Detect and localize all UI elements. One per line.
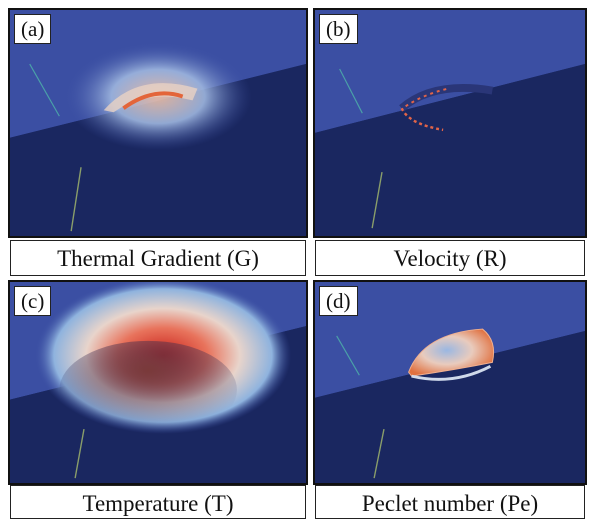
panel-c-image bbox=[10, 282, 306, 483]
panel-b-caption: Velocity (R) bbox=[315, 240, 585, 276]
panel-a-thermal-gradient: (a) bbox=[8, 8, 308, 238]
panel-a-caption: Thermal Gradient (G) bbox=[10, 240, 306, 276]
panel-a-tag: (a) bbox=[14, 14, 52, 44]
panel-d-caption: Peclet number (Pe) bbox=[315, 485, 585, 519]
panel-d-tag: (d) bbox=[319, 286, 358, 316]
panel-c-tag: (c) bbox=[14, 286, 52, 316]
panel-d-peclet: (d) bbox=[313, 280, 587, 485]
panel-c-caption: Temperature (T) bbox=[10, 485, 306, 519]
panel-b-tag: (b) bbox=[319, 14, 358, 44]
panel-c-temperature: (c) bbox=[8, 280, 308, 485]
panel-d-image bbox=[315, 282, 585, 483]
panel-b-velocity: (b) bbox=[313, 8, 587, 238]
panel-b-image bbox=[315, 10, 585, 236]
panel-a-image bbox=[10, 10, 306, 236]
